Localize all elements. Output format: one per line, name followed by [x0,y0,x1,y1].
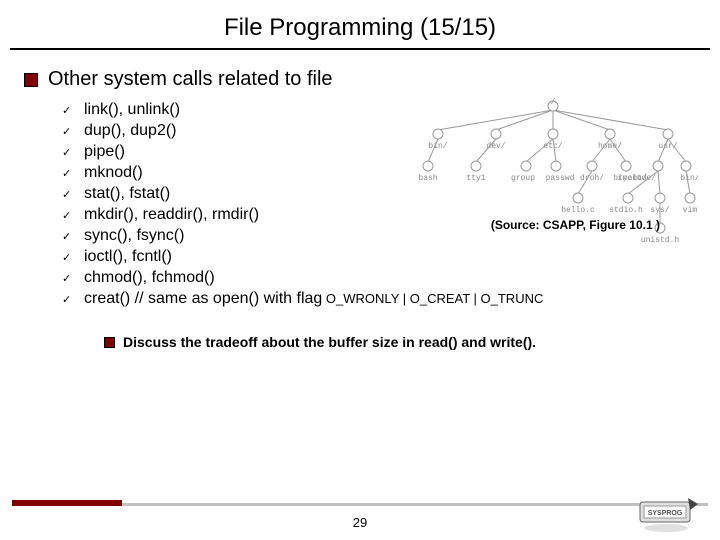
svg-text:group: group [511,174,535,183]
svg-text:include/: include/ [618,174,657,183]
creat-prefix: creat() // same as open() with flag [84,290,322,307]
svg-text:usr/: usr/ [658,142,677,151]
svg-text:SYSPROG: SYSPROG [648,510,683,517]
list-item-text: creat() // same as open() with flag O_WR… [84,290,543,308]
check-icon: ✓ [62,188,74,201]
list-item-text: sync(), fsync() [84,227,184,245]
svg-text:bin/: bin/ [680,174,698,183]
footer-line [122,503,708,506]
list-item: ✓ creat() // same as open() with flag O_W… [62,290,696,308]
list-item-text: ioctl(), fcntl() [84,248,172,266]
square-bullet-icon [24,73,38,87]
square-bullet-icon [104,337,115,348]
source-caption: (Source: CSAPP, Figure 10.1 ) [491,218,660,232]
svg-text:unistd.h: unistd.h [641,236,680,245]
list-item-text: link(), unlink() [84,101,180,119]
list-item: ✓ chmod(), fchmod() [62,269,696,287]
svg-text:vim: vim [683,206,698,215]
check-icon: ✓ [62,104,74,117]
svg-text:tty1: tty1 [466,174,485,183]
footer-bar [12,500,708,506]
svg-text:bash: bash [418,174,437,183]
svg-text:droh/: droh/ [580,174,604,183]
check-icon: ✓ [62,167,74,180]
svg-text:passwd: passwd [546,174,575,183]
svg-text:bin/: bin/ [428,142,447,151]
discuss-text: Discuss the tradeoff about the buffer si… [123,334,536,350]
svg-text:stdio.h: stdio.h [609,206,643,215]
check-icon: ✓ [62,209,74,222]
creat-flags: O_WRONLY | O_CREAT | O_TRUNC [322,291,543,306]
heading-text: Other system calls related to file [48,68,333,91]
svg-text:/: / [551,98,556,107]
page-title: File Programming (15/15) [0,0,720,48]
check-icon: ✓ [62,125,74,138]
check-icon: ✓ [62,293,74,306]
svg-text:hello.c: hello.c [561,206,595,215]
page-number: 29 [0,515,720,530]
sysprog-logo-icon: SYSPROG [634,494,704,534]
list-item-text: stat(), fstat() [84,185,170,203]
list-item-text: pipe() [84,143,125,161]
footer-accent [12,500,122,506]
check-icon: ✓ [62,230,74,243]
check-icon: ✓ [62,146,74,159]
list-item-text: mknod() [84,164,143,182]
check-icon: ✓ [62,272,74,285]
check-icon: ✓ [62,251,74,264]
list-item-text: chmod(), fchmod() [84,269,215,287]
list-item-text: mkdir(), readdir(), rmdir() [84,206,259,224]
discuss-row: Discuss the tradeoff about the buffer si… [104,334,696,350]
list-item-text: dup(), dup2() [84,122,177,140]
heading-row: Other system calls related to file [24,68,696,91]
